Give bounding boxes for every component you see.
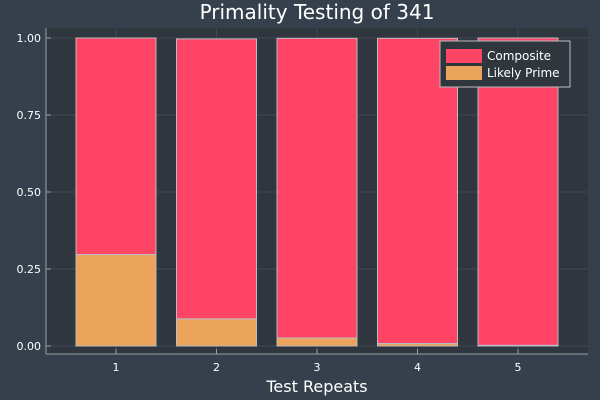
bars [75, 37, 559, 347]
legend-swatch-composite [446, 49, 482, 63]
bar-composite-2 [176, 38, 257, 320]
x-tick-label-3: 4 [414, 361, 421, 374]
bar-likely-prime-2 [176, 318, 257, 347]
chart-title: Primality Testing of 341 [200, 0, 435, 24]
bar-composite-1 [75, 37, 157, 256]
y-tick-label-1: 0.25 [17, 263, 42, 276]
legend-box [439, 40, 571, 88]
x-axis-label: Test Repeats [265, 377, 367, 396]
bar-likely-prime-3 [276, 337, 358, 347]
legend-swatch-likely-prime [446, 66, 482, 80]
bar-composite-3 [276, 37, 358, 339]
y-tick-label-2: 0.50 [17, 186, 42, 199]
x-tick-label-2: 3 [314, 361, 321, 374]
x-tick-label-4: 5 [515, 361, 522, 374]
bar-composite-4 [377, 37, 458, 345]
y-tick-label-3: 0.75 [17, 109, 42, 122]
x-tick-label-1: 2 [213, 361, 220, 374]
tick-labels: 0.00 0.25 0.50 0.75 1.00 1 2 3 4 5 [17, 32, 522, 374]
x-tick-label-0: 1 [113, 361, 120, 374]
legend-label-likely-prime: Likely Prime [487, 66, 560, 80]
bar-composite-5 [477, 37, 559, 346]
legend: Composite Likely Prime [439, 40, 571, 88]
y-tick-label-4: 1.00 [17, 32, 42, 45]
bar-likely-prime-5 [477, 344, 559, 347]
bar-likely-prime-4 [377, 343, 458, 347]
y-tick-label-0: 0.00 [17, 340, 42, 353]
bar-likely-prime-1 [75, 254, 157, 347]
legend-label-composite: Composite [487, 49, 551, 63]
